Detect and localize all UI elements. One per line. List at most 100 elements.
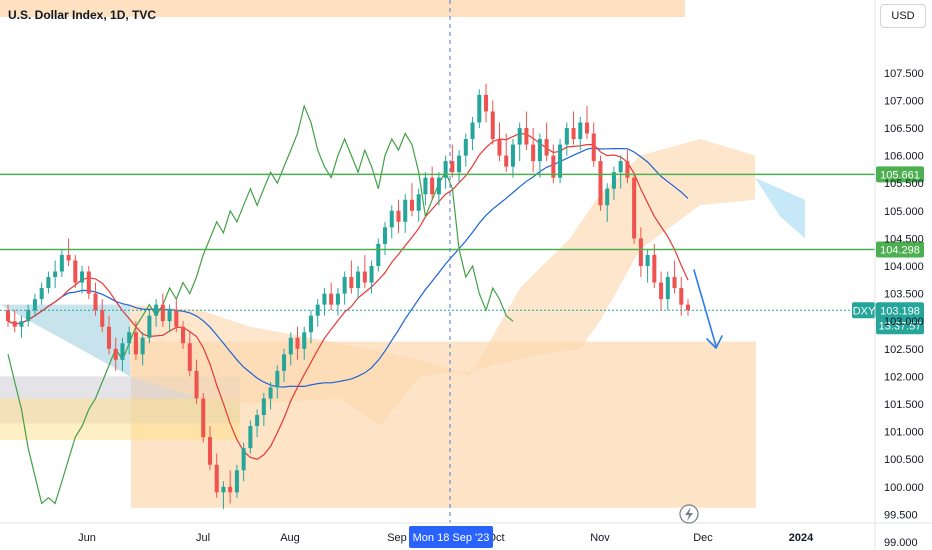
candle-body: [531, 144, 536, 162]
level-tag-label: 105.661: [880, 169, 920, 181]
yellow-zone: [0, 398, 240, 440]
candle-body: [524, 128, 529, 145]
candle: [106, 315, 112, 355]
candle: [497, 122, 502, 162]
candle-body: [490, 111, 495, 140]
candle-body: [120, 343, 125, 360]
candle-body: [308, 315, 313, 333]
candle-body: [234, 470, 239, 493]
candle-body: [403, 199, 408, 222]
currency-button-label: USD: [891, 10, 915, 22]
candle: [39, 282, 44, 305]
candle: [174, 299, 179, 333]
price-tick-label: 100.500: [884, 454, 924, 466]
price-tick-label: 102.500: [884, 344, 924, 356]
level-tag: [876, 166, 924, 183]
candle-body: [443, 161, 448, 178]
candle: [611, 166, 616, 200]
candle: [571, 111, 576, 145]
candle: [625, 150, 630, 184]
candle: [484, 83, 489, 123]
candle: [167, 304, 172, 333]
ichimoku-lines: [7, 103, 689, 505]
candle-body: [571, 128, 576, 140]
candle: [551, 144, 556, 184]
candle-body: [160, 304, 165, 322]
candle-body: [645, 254, 650, 266]
candle-body: [685, 304, 691, 311]
time-tick-label: Nov: [590, 532, 610, 544]
candle: [524, 111, 529, 151]
candle-body: [389, 210, 394, 228]
candle: [288, 332, 293, 366]
candle: [187, 332, 192, 377]
candle: [46, 271, 51, 294]
projection-arrow: [693, 269, 723, 349]
candle: [605, 183, 610, 222]
chart-overlay: DXY 103.198 13:37:57: [0, 0, 924, 523]
candle: [100, 299, 105, 333]
price-tick-label: 105.000: [884, 206, 924, 218]
candle-body: [53, 271, 58, 278]
candle: [201, 392, 206, 443]
candle-body: [342, 277, 347, 294]
candle: [93, 282, 98, 316]
time-tick-label: Jul: [196, 532, 210, 544]
candle-body: [255, 415, 260, 427]
price-axis[interactable]: 107.500 107.000 106.500 106.000 105.500 105.0…: [874, 0, 924, 550]
symbol-tag-label: DXY: [853, 305, 876, 317]
candle-body: [268, 387, 273, 399]
candle: [443, 155, 448, 189]
candle-body: [659, 282, 664, 300]
candle-body: [383, 227, 388, 244]
candle-body: [32, 299, 37, 311]
candle: [335, 288, 340, 316]
candle: [241, 442, 246, 482]
candle: [598, 155, 603, 211]
level-tag-label: 104.298: [880, 245, 920, 257]
crosshair-date-tag: [409, 526, 493, 548]
candle-body: [181, 326, 186, 344]
horizontal-levels[interactable]: 105.661 104.298: [0, 166, 924, 258]
currency-button[interactable]: USD: [880, 4, 926, 28]
candle-body: [679, 288, 684, 305]
candle-body: [261, 398, 266, 416]
candle: [685, 299, 691, 316]
price-tick-label: 104.500: [884, 233, 924, 245]
lightning-icon[interactable]: [679, 504, 699, 524]
candle: [147, 310, 152, 344]
candle-body: [517, 128, 522, 145]
candle-body: [39, 288, 44, 300]
candle: [315, 299, 320, 327]
candle-body: [497, 139, 502, 156]
candle: [457, 150, 462, 184]
candle-body: [484, 94, 489, 112]
candle-body: [638, 238, 643, 266]
candle-body: [12, 321, 17, 327]
candle: [652, 243, 657, 289]
candle: [632, 172, 637, 244]
candle-body: [133, 332, 138, 355]
candle: [470, 116, 475, 151]
candle-body: [356, 271, 361, 289]
candle: [679, 277, 684, 316]
candle-body: [591, 133, 596, 162]
candle-body: [93, 293, 98, 311]
candle: [160, 293, 165, 327]
candle: [80, 266, 85, 294]
candle-body: [322, 293, 327, 305]
candle: [26, 304, 31, 327]
candle: [665, 271, 670, 311]
candle: [638, 227, 643, 278]
candle-body: [214, 464, 219, 493]
price-tick-label: 101.000: [884, 427, 924, 439]
candle: [376, 238, 381, 272]
candle: [342, 271, 347, 305]
candle-body: [457, 155, 462, 173]
candle: [450, 144, 455, 178]
candle: [53, 260, 58, 289]
candle: [349, 260, 354, 294]
